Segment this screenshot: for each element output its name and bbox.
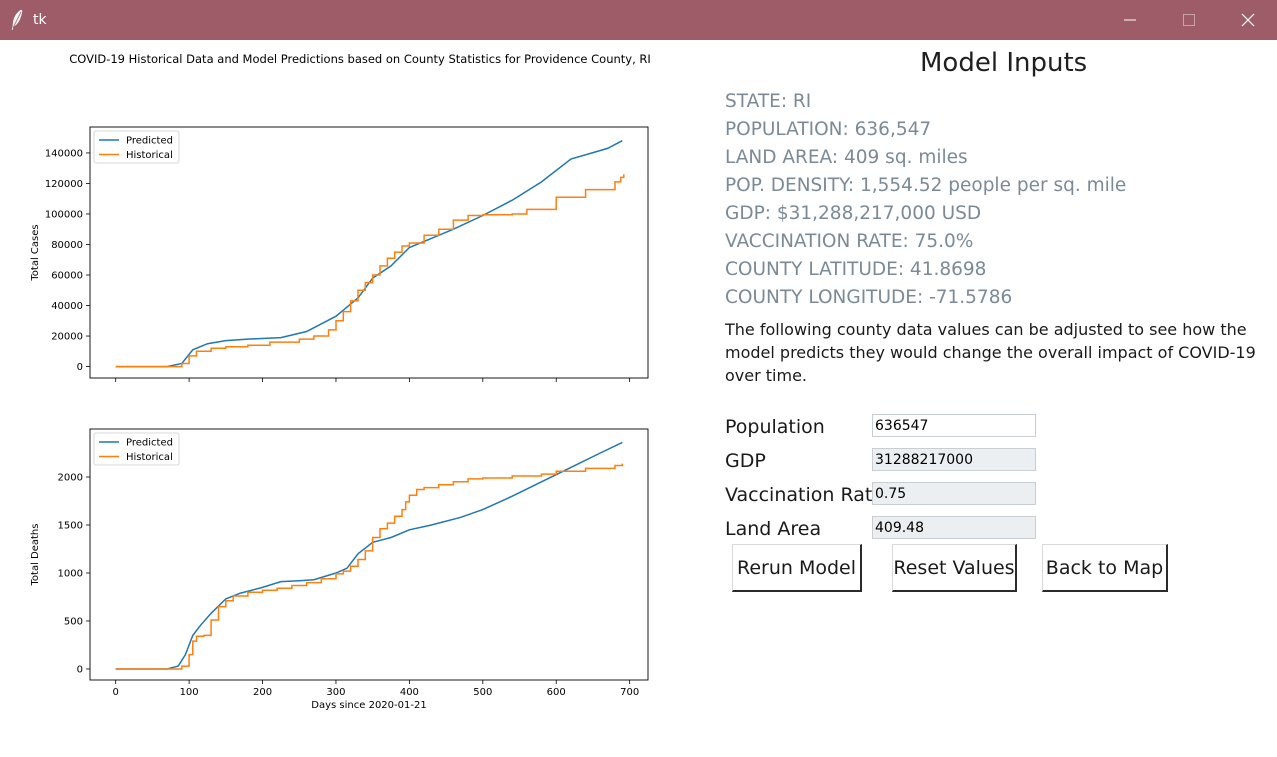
cases-ytick-label: 120000 [45,179,83,190]
population-input[interactable] [872,414,1036,437]
deaths-xtick-label: 400 [400,687,419,698]
county-latitude-info: COUNTY LATITUDE: 41.8698 [725,259,987,280]
close-button[interactable] [1225,0,1271,40]
deaths-xlabel: Days since 2020-01-21 [311,700,426,711]
plot-title: COVID-19 Historical Data and Model Predi… [69,52,651,66]
population-info: POPULATION: 636,547 [725,119,932,140]
deaths-series-predicted [115,441,623,670]
deaths-ytick-label: 1000 [58,568,83,579]
model-inputs-heading: Model Inputs [920,48,1088,78]
cases-series-predicted [115,140,623,368]
cases-ytick-label: 20000 [51,332,83,343]
cases-legend-label-historical: Historical [126,150,173,161]
deaths-xtick-label: 500 [473,687,492,698]
vaccination-rate-label: Vaccination Rate [725,484,885,506]
cases-series-historical [115,174,625,368]
deaths-xtick-label: 100 [180,687,199,698]
deaths-xtick-label: 0 [113,687,119,698]
deaths-ytick-label: 1500 [58,520,83,531]
deaths-chart: 0 500 1000 1500 2000 0 100 200 300 400 500 600 700 To… [30,428,649,711]
cases-legend-label-predicted: Predicted [126,136,173,147]
land-area-label: Land Area [725,518,822,540]
gdp-info: GDP: $31,288,217,000 USD [725,203,982,224]
window-titlebar: tk [0,0,1277,40]
population-label: Population [725,416,825,438]
model-plot-figure: COVID-19 Historical Data and Model Predi… [30,52,651,711]
deaths-xtick-label: 300 [326,687,345,698]
vaccination-rate-input[interactable] [872,482,1036,505]
window-title: tk [33,12,47,28]
deaths-ytick-label: 0 [77,664,83,675]
maximize-button[interactable] [1166,0,1212,40]
cases-ytick-label: 100000 [45,209,83,220]
land-area-input[interactable] [872,516,1036,539]
pop-density-info: POP. DENSITY: 1,554.52 people per sq. mi… [725,175,1127,196]
minimize-button[interactable] [1107,0,1153,40]
deaths-legend-label-historical: Historical [126,452,173,463]
reset-values-button[interactable]: Reset Values [892,544,1017,592]
cases-ytick-label: 80000 [51,240,83,251]
cases-ytick-label: 60000 [51,271,83,282]
adjust-instructions: The following county data values can be … [725,320,1256,385]
deaths-xtick-label: 600 [547,687,566,698]
cases-ylabel: Total Cases [30,224,41,281]
rerun-model-button[interactable]: Rerun Model [732,544,862,592]
cases-axes-frame [89,126,649,379]
vaccination-rate-info: VACCINATION RATE: 75.0% [725,231,974,252]
land-area-info: LAND AREA: 409 sq. miles [725,147,968,168]
feather-icon [11,9,23,31]
minimize-icon [1124,19,1136,21]
back-to-map-button[interactable]: Back to Map [1042,544,1168,592]
deaths-ylabel: Total Deaths [30,524,41,587]
deaths-ytick-label: 2000 [58,472,83,483]
deaths-axes-frame [89,428,649,681]
gdp-input[interactable] [872,448,1036,471]
cases-chart: 0 20000 40000 60000 80000 100000 120000 140000 T… [30,126,649,382]
deaths-xtick-label: 200 [253,687,272,698]
deaths-xtick-label: 700 [620,687,639,698]
maximize-icon [1183,14,1195,26]
cases-ytick-label: 140000 [45,148,83,159]
gdp-label: GDP [725,450,766,472]
cases-ytick-label: 40000 [51,301,83,312]
deaths-series-historical [115,463,624,670]
deaths-ytick-label: 500 [64,616,83,627]
county-longitude-info: COUNTY LONGITUDE: -71.5786 [725,287,1013,308]
close-icon [1241,13,1255,27]
deaths-legend-label-predicted: Predicted [126,438,173,449]
cases-ytick-label: 0 [77,362,83,373]
state-info: STATE: RI [725,91,812,112]
